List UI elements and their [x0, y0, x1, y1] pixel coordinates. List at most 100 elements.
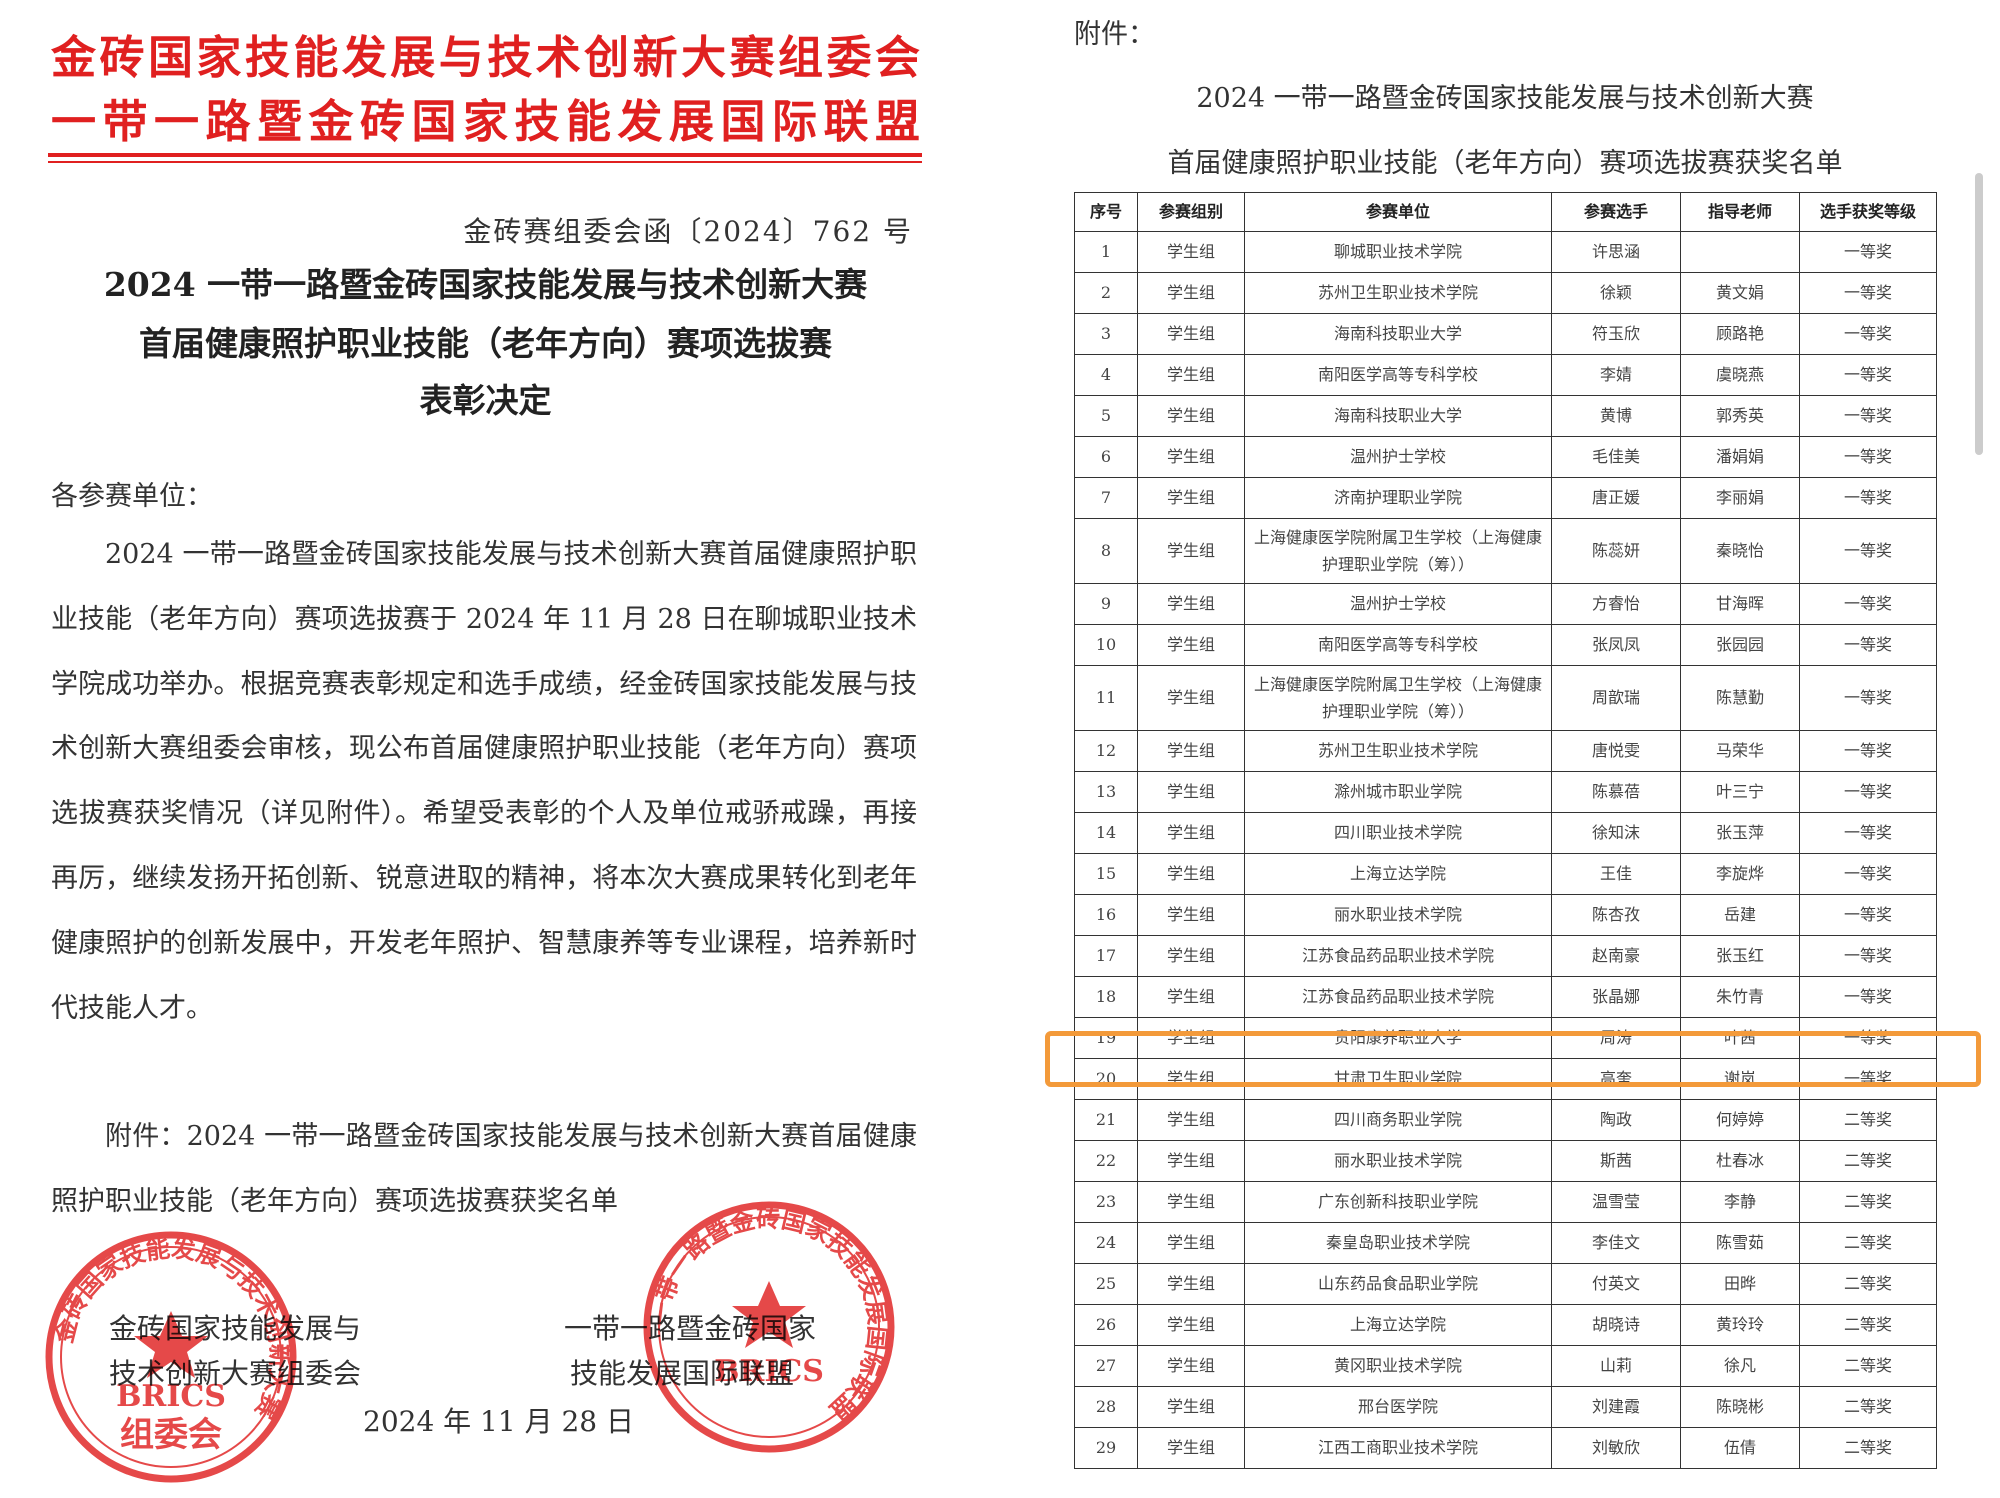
table-cell: 许思涵 [1551, 231, 1681, 273]
table-cell: 学生组 [1137, 853, 1245, 895]
table-row: 1 学生组 聊城职业技术学院 许思涵 一等奖 [1074, 231, 1937, 273]
table-cell: 学生组 [1137, 1017, 1245, 1059]
table-cell: 江西工商职业技术学院 [1244, 1427, 1552, 1469]
highlight-box [1045, 1031, 1981, 1087]
table-cell: 陈慕蓓 [1551, 771, 1681, 813]
table-cell: 一等奖 [1799, 935, 1937, 977]
table-cell: 25 [1074, 1263, 1138, 1305]
table-cell: 学生组 [1137, 354, 1245, 396]
table-cell: 山莉 [1551, 1345, 1681, 1387]
table-cell: 叶三宁 [1680, 771, 1800, 813]
seal-text: 组委会 [120, 1415, 222, 1455]
table-cell: 15 [1074, 853, 1138, 895]
doc-number: 金砖赛组委会函〔2024〕762 号 [463, 215, 913, 248]
table-row: 11 学生组 上海健康医学院附属卫生学校（上海健康护理职业学院（筹）） 周歆瑞 陈慧勤一… [1074, 665, 1937, 731]
header-cell: 指导老师 [1680, 192, 1800, 232]
table-cell: 滁州城市职业学院 [1244, 771, 1552, 813]
table-cell: 李旋烨 [1680, 853, 1800, 895]
table-cell: 马荣华 [1680, 730, 1800, 772]
table-cell: 学生组 [1137, 894, 1245, 936]
table-cell: 唐悦雯 [1551, 730, 1681, 772]
award-table: 序号 参赛组别 参赛单位 参赛选手 指导老师 选手获奖等级 1 学生组 聊城职业技术学院 许思涵… [1074, 192, 1937, 1469]
table-cell: 学生组 [1137, 935, 1245, 977]
table-cell: 28 [1074, 1386, 1138, 1428]
table-cell: 徐知沫 [1551, 812, 1681, 854]
table-row: 14 学生组 四川职业技术学院 徐知沫 张玉萍 一等奖 [1074, 812, 1937, 854]
table-cell: 学生组 [1137, 771, 1245, 813]
table-cell: 秦皇岛职业技术学院 [1244, 1222, 1552, 1264]
table-cell: 唐正媛 [1551, 477, 1681, 519]
seal: 金砖国家技能发展与技术创新大赛 BRICS 组委会 [45, 1231, 297, 1483]
table-cell: 山东药品食品职业学院 [1244, 1263, 1552, 1305]
table-cell: 学生组 [1137, 313, 1245, 355]
table-cell: 朱竹青 [1680, 976, 1800, 1018]
table-cell: 7 [1074, 477, 1138, 519]
table-cell: 14 [1074, 812, 1138, 854]
table-cell: 陈慧勤 [1680, 665, 1800, 731]
table-row: 21 学生组 四川商务职业学院 陶政 何婷婷 二等奖 [1074, 1099, 1937, 1141]
table-cell: 温州护士学校 [1244, 436, 1552, 478]
table-cell: 秦晓怡 [1680, 518, 1800, 584]
table-cell: 21 [1074, 1099, 1138, 1141]
table-row: 3 学生组 海南科技职业大学 符玉欣 顾路艳 一等奖 [1074, 313, 1937, 355]
table-cell: 海南科技职业大学 [1244, 313, 1552, 355]
doc-title: 2024 一带一路暨金砖国家技能发展与技术创新大赛 [103, 265, 868, 304]
doc-title: 表彰决定 [419, 381, 552, 420]
table-row: 6 学生组 温州护士学校 毛佳美 潘娟娟 一等奖 [1074, 436, 1937, 478]
table-cell: 二等奖 [1799, 1181, 1937, 1223]
table-cell: 一等奖 [1799, 231, 1937, 273]
scrollbar [1975, 173, 1983, 455]
seal-ring [45, 1231, 297, 1483]
table-cell: 一等奖 [1799, 354, 1937, 396]
seal-ring [60, 1246, 282, 1468]
table-row: 29 学生组 江西工商职业技术学院 刘敏欣 伍倩 二等奖 [1074, 1427, 1937, 1469]
table-cell: 张凤凤 [1551, 624, 1681, 666]
table-cell: 四川职业技术学院 [1244, 812, 1552, 854]
table-cell: 学生组 [1137, 1181, 1245, 1223]
table-cell: 上海健康医学院附属卫生学校（上海健康护理职业学院（筹）） [1244, 518, 1552, 584]
body-text: 2024 一带一路暨金砖国家技能发展与技术创新大赛首届健康照护职业技能（老年方向… [51, 539, 917, 1024]
table-cell: 何婷婷 [1680, 1099, 1800, 1141]
table-cell: 张园园 [1680, 624, 1800, 666]
attachment-title: 首届健康照护职业技能（老年方向）赛项选拔赛获奖名单 [1167, 148, 1843, 179]
table-cell: 四川商务职业学院 [1244, 1099, 1552, 1141]
table-row: 4 学生组 南阳医学高等专科学校 李婧 虞晓燕 一等奖 [1074, 354, 1937, 396]
table-row: 9 学生组 温州护士学校 方睿怡 甘海晖 一等奖 [1074, 583, 1937, 625]
table-cell: 学生组 [1137, 1345, 1245, 1387]
table-cell: 26 [1074, 1304, 1138, 1346]
table-cell: 黄玲玲 [1680, 1304, 1800, 1346]
table-cell: 16 [1074, 894, 1138, 936]
table-cell: 一等奖 [1799, 894, 1937, 936]
table-cell: 学生组 [1137, 1304, 1245, 1346]
table-cell: 温州护士学校 [1244, 583, 1552, 625]
table-cell: 方睿怡 [1551, 583, 1681, 625]
table-cell: 刘敏欣 [1551, 1427, 1681, 1469]
table-cell: 1 [1074, 231, 1138, 273]
table-cell: 贵阳康养职业大学 [1244, 1017, 1552, 1059]
table-cell: 江苏食品药品职业技术学院 [1244, 935, 1552, 977]
seal-text: BRICS [116, 1379, 226, 1414]
table-cell: 苏州卫生职业技术学院 [1244, 730, 1552, 772]
table-cell: 二等奖 [1799, 1140, 1937, 1182]
table-cell: 学生组 [1137, 1222, 1245, 1264]
table-row: 2 学生组 苏州卫生职业技术学院 徐颖 黄文娟 一等奖 [1074, 272, 1937, 314]
table-cell: 陈蕊妍 [1551, 518, 1681, 584]
table-cell: 学生组 [1137, 1099, 1245, 1141]
table-cell: 周歆瑞 [1551, 665, 1681, 731]
table-row: 10 学生组 南阳医学高等专科学校 张凤凤 张园园 一等奖 [1074, 624, 1937, 666]
table-cell: 潘娟娟 [1680, 436, 1800, 478]
table-cell: 江苏食品药品职业技术学院 [1244, 976, 1552, 1018]
table-cell: 一等奖 [1799, 771, 1937, 813]
table-cell: 邢台医学院 [1244, 1386, 1552, 1428]
table-cell: 胡晓诗 [1551, 1304, 1681, 1346]
table-cell: 陈雪茹 [1680, 1222, 1800, 1264]
table-cell: 斯茜 [1551, 1140, 1681, 1182]
header-cell: 序号 [1074, 192, 1138, 232]
doc-title: 首届健康照护职业技能（老年方向）赛项选拔赛 [139, 324, 832, 363]
table-cell: 二等奖 [1799, 1222, 1937, 1264]
red-rule [48, 153, 922, 157]
table-cell: 李丽娟 [1680, 477, 1800, 519]
table-cell: 一等奖 [1799, 313, 1937, 355]
table-cell: 甘海晖 [1680, 583, 1800, 625]
table-row: 24 学生组 秦皇岛职业技术学院 李佳文 陈雪茹 二等奖 [1074, 1222, 1937, 1264]
